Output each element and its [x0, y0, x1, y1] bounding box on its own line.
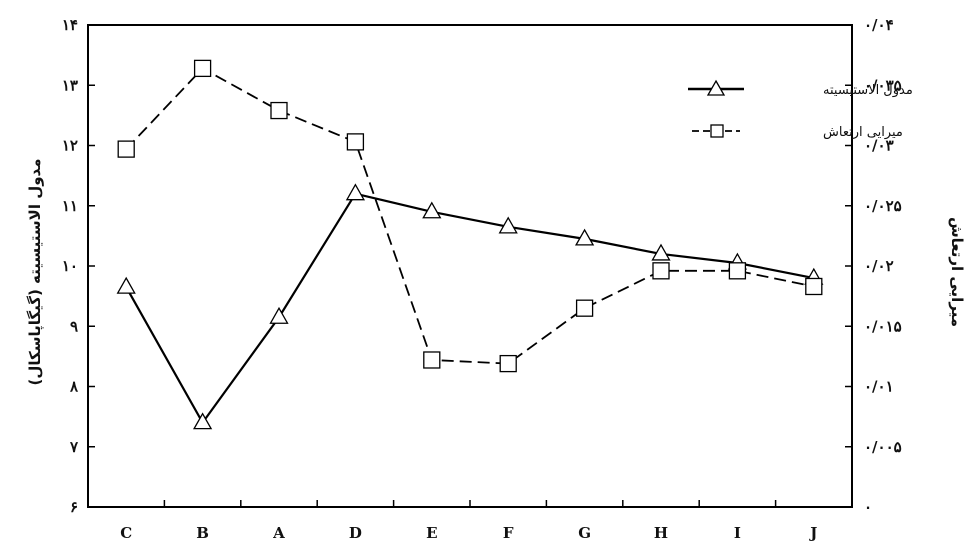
category-label-C: C	[120, 524, 132, 542]
data-point-E	[423, 351, 441, 369]
data-point-A	[270, 101, 288, 120]
data-point-C	[117, 140, 135, 158]
data-point-B	[193, 59, 212, 78]
data-point-H	[652, 262, 670, 280]
left-tick-label: ۱۰	[62, 257, 78, 275]
right-tick-label: ۰/۰۴	[864, 16, 894, 34]
right-axis-title: میرایی ارتعاش	[948, 217, 966, 327]
left-tick-label: ۱۱	[62, 197, 78, 215]
left-tick-label: ۸	[69, 378, 79, 396]
left-tick-label: ۹	[70, 317, 78, 335]
right-tick-label: ۰/۰۲۵	[864, 197, 902, 215]
legend-label-damping: میرایی ارتعاش	[823, 125, 903, 140]
data-point-H	[651, 243, 671, 261]
data-point-D	[345, 183, 366, 201]
left-axis-title: مدول الاستیسیته (گیگاپاسکال)	[26, 159, 45, 386]
left-tick-label: ۱۴	[62, 16, 78, 34]
left-tick-label: ۶	[70, 498, 78, 516]
series-2	[117, 59, 823, 373]
data-point-D	[346, 133, 365, 151]
data-point-J	[805, 277, 823, 296]
category-label-I: I	[734, 524, 741, 542]
right-tick-label: ۰/۰۳	[864, 137, 894, 155]
legend-marker-square	[710, 124, 724, 138]
right-tick-label: ۰/۰۲	[864, 257, 894, 275]
category-label-B: B	[196, 524, 209, 542]
category-label-H: H	[654, 524, 668, 542]
series-layer	[116, 59, 824, 430]
series-line	[125, 67, 814, 365]
legend: مدول الاستیسیته میرایی ارتعاش	[688, 79, 913, 140]
category-label-E: E	[426, 524, 437, 542]
data-point-A	[269, 306, 289, 324]
category-label-A: A	[272, 524, 285, 542]
right-tick-label: ۰/۰۰۵	[864, 438, 902, 456]
data-point-G	[575, 299, 594, 317]
series-1	[116, 183, 824, 430]
category-label-D: D	[349, 524, 362, 542]
right-axis-ticks: ۰ ۰/۰۰۵ ۰/۰۱ ۰/۰۱۵ ۰/۰۲ ۰/۰۲۵ ۰/۰۳ ۰/۰۳۵ ۰/۰۴	[845, 16, 902, 516]
right-tick-label: ۰/۰۳۵	[864, 76, 902, 94]
series-line	[125, 192, 815, 425]
legend-marker-triangle	[706, 79, 726, 96]
data-point-I	[728, 262, 747, 280]
right-tick-label: ۰/۰۱	[864, 378, 894, 396]
data-point-C	[116, 276, 136, 294]
data-point-E	[422, 201, 442, 219]
right-tick-label: ۰/۰۱۵	[864, 317, 902, 335]
legend-label-modulus: مدول الاستیسیته	[823, 83, 913, 98]
right-tick-label: ۰	[864, 498, 872, 516]
category-label-J: J	[808, 524, 817, 542]
category-label-G: G	[578, 524, 591, 542]
data-point-G	[574, 228, 595, 246]
left-axis-ticks: ۶ ۷ ۸ ۹ ۱۰ ۱۱ ۱۲ ۱۳ ۱۴	[62, 16, 95, 516]
category-label-F: F	[503, 524, 514, 542]
data-point-F	[499, 354, 517, 373]
data-point-B	[192, 412, 213, 430]
left-tick-label: ۱۲	[62, 137, 78, 155]
data-point-F	[498, 216, 518, 234]
left-tick-label: ۱۳	[62, 76, 78, 94]
left-tick-label: ۷	[69, 438, 79, 456]
